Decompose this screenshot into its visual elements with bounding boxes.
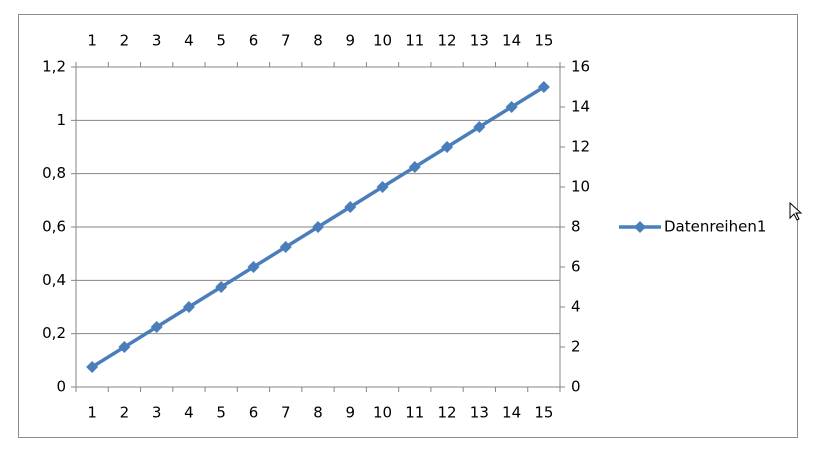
x2-tick-label: 14 bbox=[502, 32, 521, 50]
x-tick-label: 10 bbox=[373, 404, 392, 422]
legend-marker bbox=[634, 221, 646, 233]
x-tick-label: 15 bbox=[534, 404, 553, 422]
point-marker bbox=[118, 341, 131, 353]
point-marker bbox=[441, 141, 454, 153]
x2-tick-label: 8 bbox=[313, 32, 323, 50]
point-marker bbox=[408, 161, 421, 173]
x2-tick-label: 5 bbox=[216, 32, 226, 50]
x-tick-label: 7 bbox=[281, 404, 291, 422]
x-tick-label: 14 bbox=[502, 404, 521, 422]
point-marker bbox=[376, 181, 389, 193]
mouse-cursor bbox=[789, 201, 803, 221]
point-marker bbox=[505, 101, 518, 113]
x2-tick-label: 2 bbox=[120, 32, 130, 50]
x2-tick-label: 12 bbox=[438, 32, 457, 50]
y2-tick-label: 6 bbox=[571, 258, 581, 276]
point-marker bbox=[312, 221, 324, 233]
point-marker bbox=[344, 201, 357, 213]
y2-tick-label: 16 bbox=[571, 58, 590, 76]
y-tick-label: 0,4 bbox=[42, 271, 66, 289]
y2-tick-label: 8 bbox=[571, 218, 581, 236]
point-marker bbox=[182, 301, 195, 313]
x-tick-label: 3 bbox=[152, 404, 162, 422]
x2-tick-label: 4 bbox=[184, 32, 194, 50]
x2-tick-label: 6 bbox=[249, 32, 259, 50]
point-marker bbox=[215, 281, 228, 293]
x2-tick-label: 10 bbox=[373, 32, 392, 50]
y2-tick-label: 14 bbox=[571, 98, 590, 116]
legend-label: Datenreihen1 bbox=[664, 218, 766, 236]
y2-tick-label: 12 bbox=[571, 138, 590, 156]
point-marker bbox=[537, 81, 550, 93]
x-tick-label: 2 bbox=[120, 404, 130, 422]
x-tick-label: 12 bbox=[438, 404, 457, 422]
x-tick-label: 13 bbox=[470, 404, 489, 422]
x2-tick-label: 15 bbox=[534, 32, 553, 50]
point-marker bbox=[473, 121, 486, 133]
y-tick-label: 1,2 bbox=[42, 58, 66, 76]
y-tick-label: 0,6 bbox=[42, 218, 66, 236]
x2-tick-label: 13 bbox=[470, 32, 489, 50]
x-tick-label: 1 bbox=[87, 404, 97, 422]
y2-tick-label: 4 bbox=[571, 298, 581, 316]
point-marker bbox=[279, 241, 292, 253]
y-tick-label: 1 bbox=[56, 111, 66, 129]
x2-tick-label: 11 bbox=[405, 32, 424, 50]
y2-tick-label: 2 bbox=[571, 338, 581, 356]
x2-tick-label: 1 bbox=[87, 32, 97, 50]
y-tick-label: 0,8 bbox=[42, 164, 66, 182]
y-tick-label: 0 bbox=[56, 378, 66, 396]
x2-tick-label: 3 bbox=[152, 32, 162, 50]
y-tick-label: 0,2 bbox=[42, 324, 66, 342]
x2-tick-label: 7 bbox=[281, 32, 291, 50]
chart-frame bbox=[18, 14, 798, 438]
x-tick-label: 4 bbox=[184, 404, 194, 422]
point-marker bbox=[86, 361, 99, 373]
x-tick-label: 8 bbox=[313, 404, 323, 422]
x2-tick-label: 9 bbox=[345, 32, 355, 50]
x-tick-label: 5 bbox=[216, 404, 226, 422]
point-marker bbox=[150, 321, 163, 333]
x-tick-label: 6 bbox=[249, 404, 259, 422]
y2-tick-label: 10 bbox=[571, 178, 590, 196]
point-marker bbox=[247, 261, 260, 273]
x-tick-label: 9 bbox=[345, 404, 355, 422]
y2-tick-label: 0 bbox=[571, 378, 581, 396]
x-tick-label: 11 bbox=[405, 404, 424, 422]
